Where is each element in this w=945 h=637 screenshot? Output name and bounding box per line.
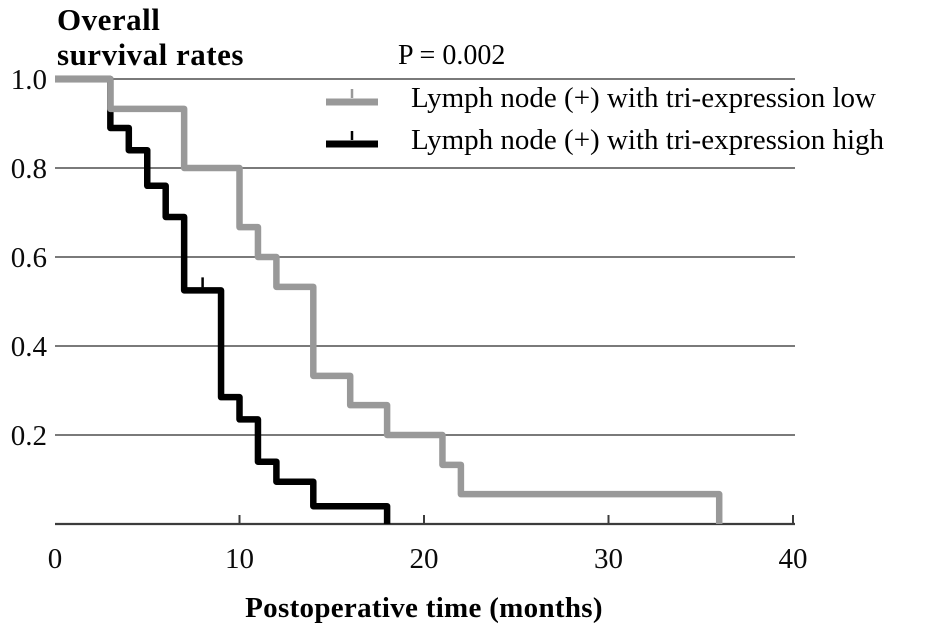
x-tick-label: 20: [410, 543, 439, 575]
legend-label-high: Lymph node (+) with tri-expression high: [411, 123, 885, 156]
chart-title-line1: Overall: [57, 2, 161, 37]
y-tick-label: 0.6: [11, 242, 47, 274]
p-value-label: P = 0.002: [398, 40, 506, 71]
legend-item-low: Lymph node (+) with tri-expression low: [326, 80, 876, 116]
y-tick-label: 0.4: [11, 331, 48, 363]
chart-title-line2: survival rates: [57, 37, 244, 72]
y-tick-label: 1.0: [11, 64, 47, 96]
x-tick-label: 30: [594, 543, 623, 575]
x-axis-title: Postoperative time (months): [245, 592, 603, 624]
curve-low: [55, 75, 723, 524]
legend-swatch-low-censor-icon: [326, 89, 378, 106]
x-tick-label: 40: [779, 543, 808, 575]
x-tick-label: 0: [48, 543, 63, 575]
y-tick-label: 0.2: [11, 420, 47, 452]
chart-title: Overall survival rates: [57, 2, 244, 72]
curve-high: [55, 75, 391, 524]
y-tick-label: 0.8: [11, 153, 47, 185]
legend-label-low: Lymph node (+) with tri-expression low: [411, 81, 876, 114]
x-tick-label: 10: [225, 543, 254, 575]
legend-item-high: Lymph node (+) with tri-expression high: [326, 122, 884, 158]
legend-swatch-high-censor-icon: [326, 131, 378, 148]
